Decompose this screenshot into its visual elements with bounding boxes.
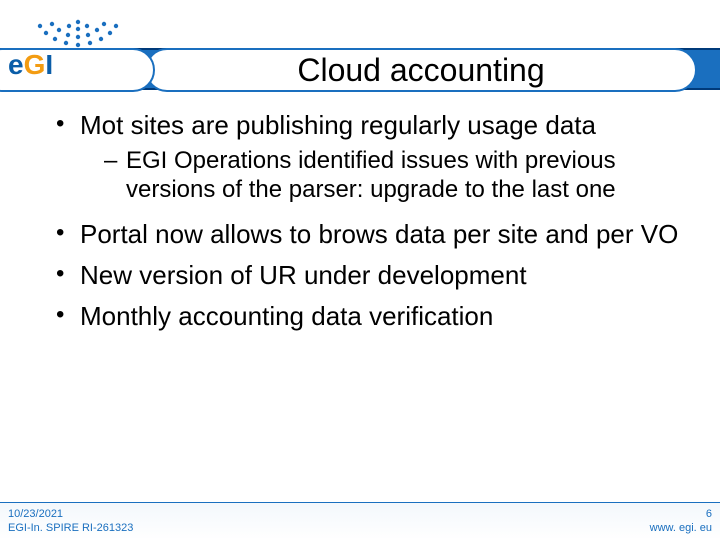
title-pill: Cloud accounting [145,48,697,92]
footer-url: www. egi. eu [650,521,712,535]
footer: 10/23/2021 EGI-In. SPIRE RI-261323 6 www… [0,502,720,540]
bullet-item: New version of UR under development [54,260,680,291]
bullet-item: Monthly accounting data verification [54,301,680,332]
footer-date: 10/23/2021 [8,507,133,521]
sub-bullet-text: EGI Operations identified issues with pr… [126,147,616,203]
footer-right: 6 www. egi. eu [650,507,712,536]
logo-letter-e: e [8,49,24,80]
bullet-item: Portal now allows to brows data per site… [54,219,680,250]
logo-text: eGI [8,49,148,81]
slide: eGI Cloud accounting Mot sites are publi… [0,0,720,540]
bullet-item: Mot sites are publishing regularly usage… [54,110,680,205]
logo-letter-g: G [24,49,46,80]
logo-dots-icon [8,18,148,48]
slide-title: Cloud accounting [297,52,544,89]
bullet-text: Portal now allows to brows data per site… [80,219,678,249]
sub-bullet-item: EGI Operations identified issues with pr… [104,147,680,205]
footer-left: 10/23/2021 EGI-In. SPIRE RI-261323 [8,507,133,536]
logo-letter-i: I [45,49,53,80]
bullet-text: Monthly accounting data verification [80,301,493,331]
egi-logo: eGI [8,18,148,81]
footer-slide-number: 6 [650,507,712,521]
slide-content: Mot sites are publishing regularly usage… [54,110,680,342]
bullet-text: Mot sites are publishing regularly usage… [80,110,596,140]
bullet-text: New version of UR under development [80,260,527,290]
footer-project-ref: EGI-In. SPIRE RI-261323 [8,521,133,535]
